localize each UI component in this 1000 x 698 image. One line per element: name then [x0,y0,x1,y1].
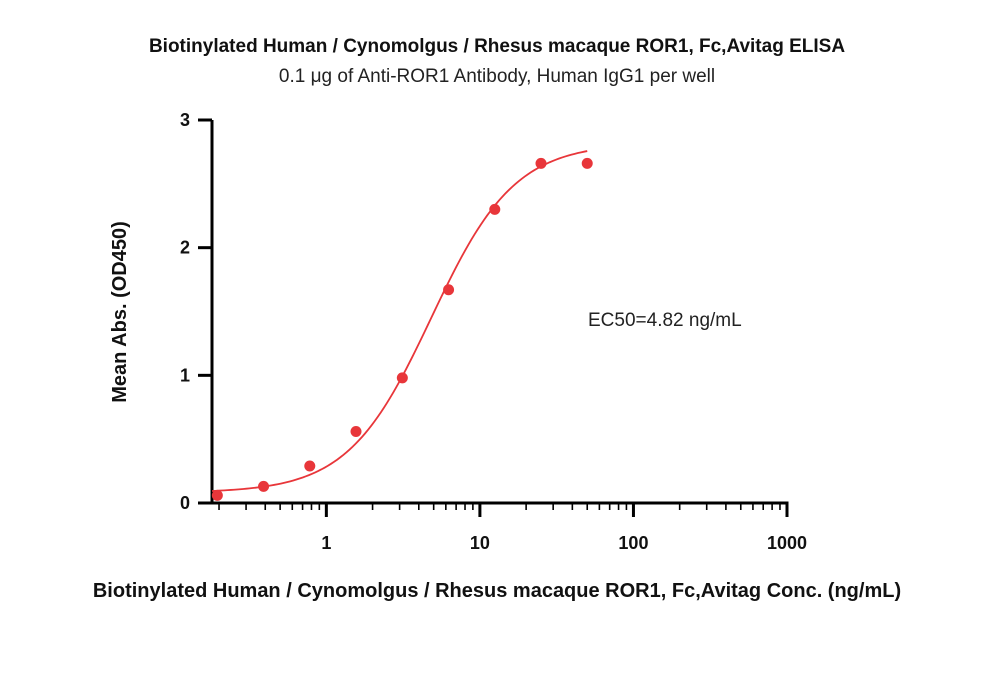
data-point [258,480,270,492]
data-point [443,284,455,296]
data-point [535,157,547,169]
y-axis-label: Mean Abs. (OD450) [109,221,131,403]
data-point [581,157,593,169]
chart-subtitle: 0.1 μg of Anti-ROR1 Antibody, Human IgG1… [279,66,715,87]
data-point [350,426,362,438]
x-tick-label: 1000 [767,533,807,553]
y-tick-label: 3 [180,110,190,130]
fit-curve [211,150,588,492]
y-tick-label: 1 [180,365,190,385]
x-axis-label: Biotinylated Human / Cynomolgus / Rhesus… [93,580,901,602]
plot-area: 0 1 2 3 1 10 100 1000 [180,110,807,553]
y-tick-label: 0 [180,493,190,513]
ec50-annotation: EC50=4.82 ng/mL [588,310,742,331]
chart-title: Biotinylated Human / Cynomolgus / Rhesus… [149,36,845,57]
x-tick-label: 10 [470,533,490,553]
data-point [396,372,408,384]
x-tick-label: 1 [321,533,331,553]
data-point [211,489,223,501]
data-point [304,460,316,472]
data-point [489,203,501,215]
x-tick-label: 100 [618,533,648,553]
y-tick-label: 2 [180,238,190,258]
